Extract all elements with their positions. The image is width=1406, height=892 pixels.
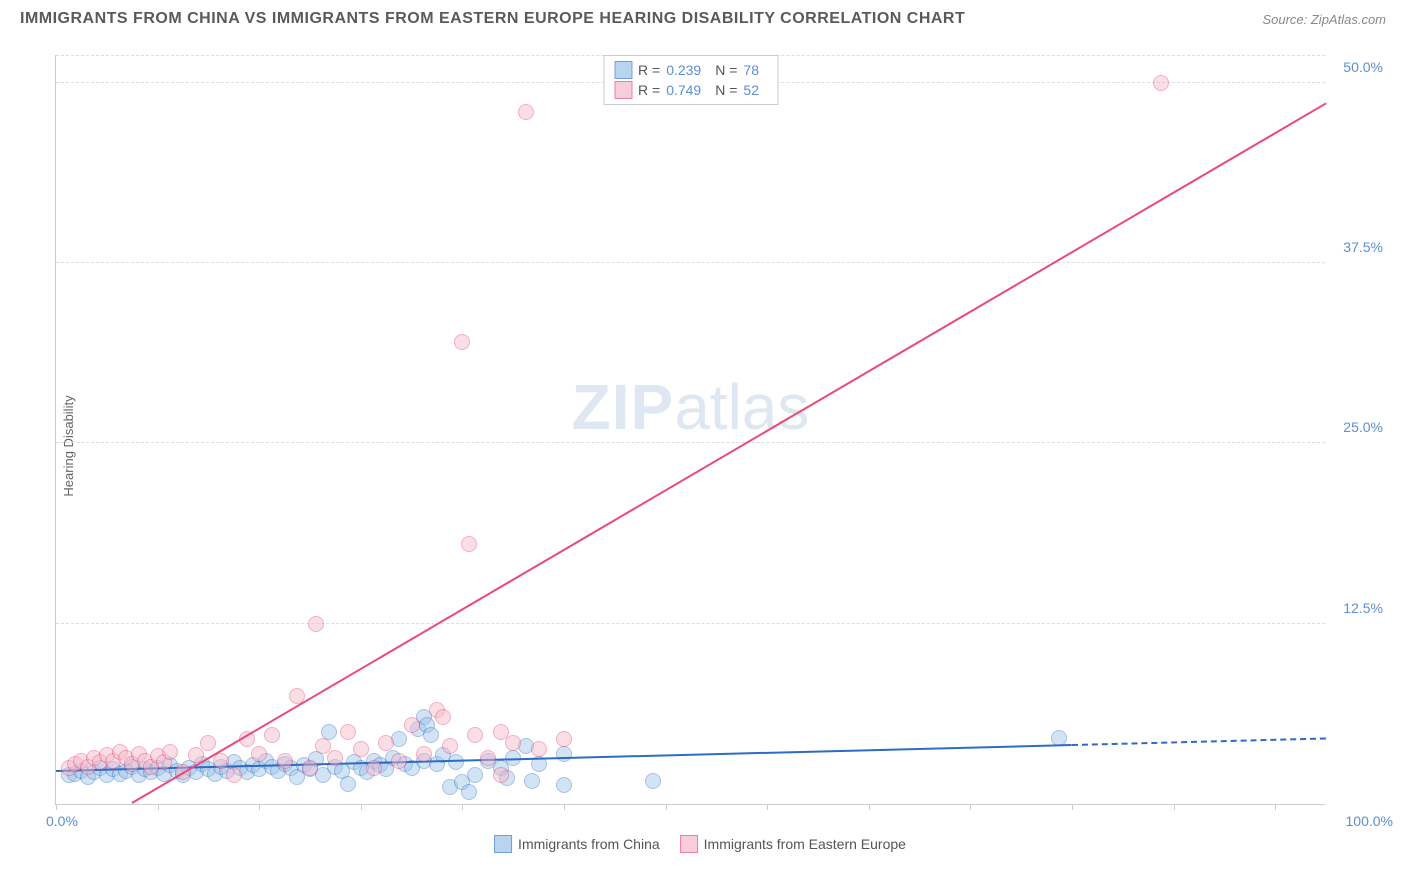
data-point [467,767,483,783]
data-point [505,735,521,751]
data-point [366,760,382,776]
n-value: 52 [743,82,759,98]
r-value: 0.239 [666,62,701,78]
data-point [226,767,242,783]
data-point [454,334,470,350]
series-legend-label: Immigrants from Eastern Europe [704,836,906,852]
x-axis-max-label: 100.0% [1346,813,1393,829]
x-tick [564,804,565,810]
x-tick [158,804,159,810]
watermark: ZIPatlas [572,370,810,444]
data-point [162,744,178,760]
n-value: 78 [743,62,759,78]
series-legend-item: Immigrants from China [494,835,660,853]
x-tick [56,804,57,810]
data-point [340,776,356,792]
x-tick [767,804,768,810]
data-point [340,724,356,740]
legend-swatch [680,835,698,853]
data-point [461,784,477,800]
data-point [480,750,496,766]
x-tick [970,804,971,810]
series-legend: Immigrants from China Immigrants from Eas… [494,835,906,853]
y-tick-label: 37.5% [1343,239,1383,255]
data-point [493,767,509,783]
data-point [435,709,451,725]
data-point [277,753,293,769]
data-point [442,738,458,754]
data-point [448,754,464,770]
data-point [1153,75,1169,91]
data-point [308,616,324,632]
x-tick [1072,804,1073,810]
data-point [518,104,534,120]
x-tick [259,804,260,810]
data-point [467,727,483,743]
x-tick [666,804,667,810]
legend-swatch [614,81,632,99]
data-point [302,760,318,776]
data-point [645,773,661,789]
correlation-legend-row: R = 0.749 N = 52 [614,80,767,100]
y-tick-label: 25.0% [1343,419,1383,435]
x-tick [869,804,870,810]
r-label: R = [638,82,660,98]
series-legend-item: Immigrants from Eastern Europe [680,835,906,853]
gridline [56,442,1325,443]
data-point [251,746,267,762]
watermark-bold: ZIP [572,371,675,443]
x-tick [361,804,362,810]
data-point [404,717,420,733]
n-label: N = [715,82,737,98]
n-label: N = [715,62,737,78]
data-point [416,746,432,762]
data-point [200,735,216,751]
data-point [327,750,343,766]
plot-region: ZIPatlas R =0.239N =78R =0.749N =52 0.0%… [55,55,1325,805]
r-value: 0.749 [666,82,701,98]
chart-header: IMMIGRANTS FROM CHINA VS IMMIGRANTS FROM… [0,0,1406,33]
chart-title: IMMIGRANTS FROM CHINA VS IMMIGRANTS FROM… [20,10,965,28]
correlation-legend-row: R = 0.239 N = 78 [614,60,767,80]
data-point [556,731,572,747]
series-legend-label: Immigrants from China [518,836,660,852]
r-label: R = [638,62,660,78]
data-point [531,741,547,757]
data-point [556,777,572,793]
trend-line [132,103,1327,804]
data-point [423,727,439,743]
trend-line-dashed [1072,738,1326,746]
gridline [56,262,1325,263]
data-point [264,727,280,743]
x-tick [1174,804,1175,810]
chart-area: ZIPatlas R =0.239N =78R =0.749N =52 0.0%… [55,55,1345,825]
gridline [56,623,1325,624]
data-point [378,735,394,751]
x-tick [462,804,463,810]
data-point [524,773,540,789]
x-tick [1275,804,1276,810]
source-attribution: Source: ZipAtlas.com [1262,12,1386,27]
legend-swatch [614,61,632,79]
correlation-legend: R = 0.239 N = 78 R = 0.749 N = 52 [603,55,778,105]
y-tick-label: 50.0% [1343,59,1383,75]
y-tick-label: 12.5% [1343,600,1383,616]
x-axis-min-label: 0.0% [46,813,78,829]
legend-swatch [494,835,512,853]
data-point [391,753,407,769]
data-point [461,536,477,552]
watermark-rest: atlas [674,371,809,443]
data-point [353,741,369,757]
